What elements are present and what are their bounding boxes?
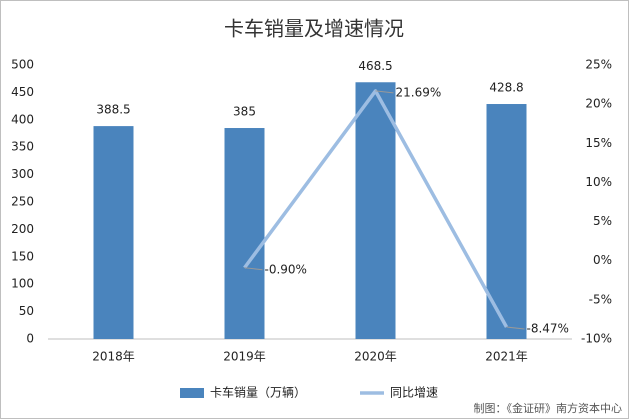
y2-tick-label: 0% [593, 253, 612, 267]
y2-tick-label: 25% [585, 58, 612, 72]
y-tick-label: 100 [11, 277, 34, 291]
chart-title: 卡车销量及增速情况 [224, 17, 404, 41]
y-tick-label: 250 [11, 195, 34, 209]
y-tick-label: 350 [11, 140, 34, 154]
y2-tick-label: -5% [589, 292, 612, 306]
y2-tick-label: 5% [593, 214, 612, 228]
y-tick-label: 400 [11, 112, 34, 126]
y-tick-label: 0 [26, 332, 34, 346]
label-leader [506, 326, 525, 330]
bar-value-label: 428.8 [489, 81, 523, 95]
bar [355, 82, 396, 340]
y2-tick-label: 20% [585, 97, 612, 111]
line-value-label: -8.47% [527, 322, 569, 336]
y2-tick-label: 15% [585, 136, 612, 150]
y-tick-label: 150 [11, 249, 34, 263]
x-tick-label: 2021年 [485, 350, 528, 364]
source-note: 制图：《金证研》南方资本中心 [474, 401, 623, 415]
legend-swatch [180, 388, 204, 398]
line-value-label: 21.69% [396, 85, 442, 99]
y-tick-label: 300 [11, 167, 34, 181]
label-leader [244, 267, 263, 271]
bar [93, 126, 134, 340]
x-tick-label: 2018年 [92, 350, 135, 364]
y2-tick-label: -10% [581, 332, 612, 346]
bar-value-label: 388.5 [96, 103, 130, 117]
line-value-label: -0.90% [265, 262, 307, 276]
y-tick-label: 500 [11, 58, 34, 72]
bar [224, 128, 265, 339]
x-tick-label: 2019年 [223, 350, 266, 364]
bar-value-label: 385 [233, 105, 256, 119]
x-tick-label: 2020年 [354, 350, 397, 364]
y-tick-label: 450 [11, 85, 34, 99]
y-tick-label: 50 [19, 304, 34, 318]
label-leader [375, 90, 394, 94]
y-tick-label: 200 [11, 222, 34, 236]
bar-value-label: 468.5 [358, 59, 392, 73]
legend-label: 同比增速 [390, 386, 438, 400]
legend-label: 卡车销量（万辆） [210, 385, 306, 400]
y2-tick-label: 10% [585, 175, 612, 189]
